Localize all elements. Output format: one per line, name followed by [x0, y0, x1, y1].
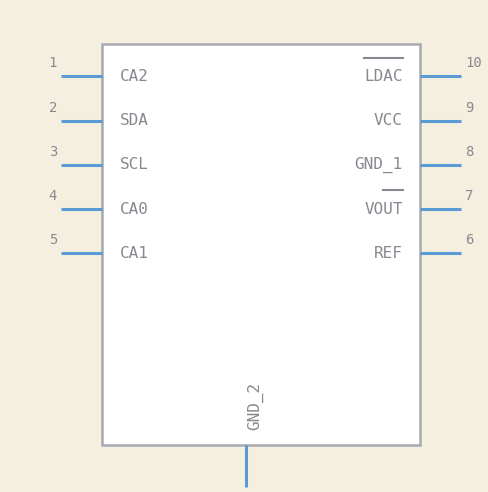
Text: VOUT: VOUT	[364, 202, 403, 216]
Text: CA2: CA2	[120, 69, 148, 84]
Text: LDAC: LDAC	[364, 69, 403, 84]
Text: 2: 2	[49, 101, 57, 115]
Text: GND_1: GND_1	[354, 157, 403, 173]
Text: SCL: SCL	[120, 157, 148, 172]
Text: SDA: SDA	[120, 113, 148, 128]
Text: 7: 7	[465, 189, 473, 203]
Text: 6: 6	[465, 234, 473, 247]
Text: 9: 9	[465, 101, 473, 115]
Text: GND_2: GND_2	[247, 382, 264, 430]
Text: CA1: CA1	[120, 246, 148, 261]
Text: 3: 3	[49, 145, 57, 159]
Text: CA0: CA0	[120, 202, 148, 216]
Text: REF: REF	[374, 246, 403, 261]
Text: VCC: VCC	[374, 113, 403, 128]
Text: 10: 10	[465, 57, 482, 70]
Bar	[102, 44, 420, 445]
Text: 8: 8	[465, 145, 473, 159]
Text: 1: 1	[49, 57, 57, 70]
Text: 4: 4	[49, 189, 57, 203]
Text: 5: 5	[49, 234, 57, 247]
